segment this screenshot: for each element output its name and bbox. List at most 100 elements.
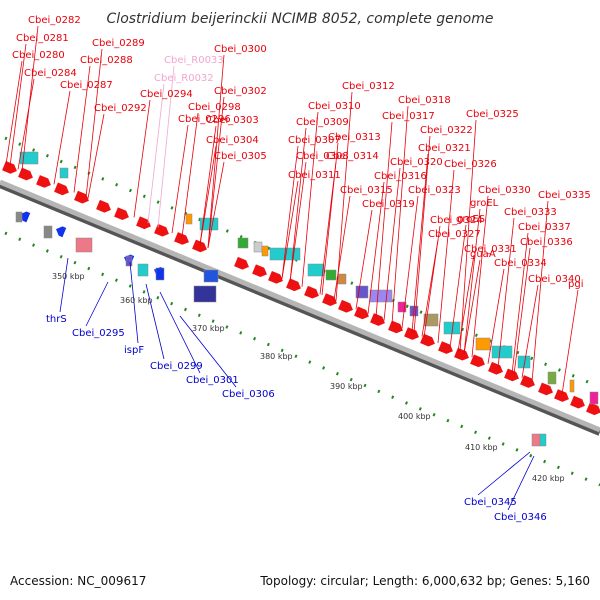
forward-gene-arrow (252, 264, 267, 278)
forward-gene-arrow (192, 239, 207, 253)
gene-label-connector (383, 167, 401, 321)
gene-label-connector (53, 90, 71, 185)
kbp-tick-350: 350 kbp (52, 272, 85, 281)
forward-gene-arrow (404, 327, 419, 340)
gene-labels: Cbei_0282Cbei_0281Cbei_0280Cbei_0284Cbei… (12, 15, 591, 523)
gene-label-cbei-0303: Cbei_0303 (206, 115, 259, 126)
gene-label-cbei-0319: Cbei_0319 (362, 199, 415, 210)
gene-label-connector (171, 124, 189, 234)
feature-box (75, 237, 93, 253)
forward-gene-arrow (96, 199, 111, 213)
forward-gene-arrow (18, 167, 33, 181)
gene-label-cbei-r0032: Cbei_R0032 (154, 73, 214, 84)
gene-label-guaa: guaA (470, 249, 496, 260)
forward-gene-arrow (554, 389, 569, 402)
gene-label-cbei-0323: Cbei_0323 (408, 185, 461, 196)
gene-label-cbei-0288: Cbei_0288 (80, 55, 133, 66)
gene-label-connector (207, 161, 225, 249)
gene-label-connector (507, 455, 535, 511)
gene-label-cbei-0300: Cbei_0300 (214, 44, 267, 55)
reverse-gene-arrow (20, 211, 31, 223)
gene-label-pgi: pgi (568, 279, 583, 290)
gene-label-connector (87, 113, 105, 199)
gene-label-cbei-0331: Cbei_0331 (464, 244, 517, 255)
forward-gene-arrow (354, 306, 369, 320)
gene-label-connector (463, 208, 481, 354)
forward-gene-arrow (74, 190, 89, 204)
kbp-tick-390: 390 kbp (330, 382, 363, 391)
feature-box (59, 167, 69, 179)
feature-box (125, 255, 133, 267)
gene-label-connector (133, 99, 151, 218)
forward-gene-arrow (338, 299, 353, 313)
gene-label-connector (531, 200, 549, 382)
gene-label-cbei-0320: Cbei_0320 (390, 157, 443, 168)
feature-box (337, 273, 347, 285)
gene-label-cbei-0346: Cbei_0346 (494, 512, 547, 523)
gene-label-cbei-0309: Cbei_0309 (296, 117, 349, 128)
gene-label-cbei-0304: Cbei_0304 (206, 135, 259, 146)
gene-label-connector (477, 451, 531, 496)
forward-gene-arrow (504, 368, 519, 382)
inner-dotted-track (4, 231, 600, 487)
gene-label-connector (391, 105, 409, 325)
label-connector-lines (5, 25, 579, 511)
feature-box (203, 269, 219, 283)
feature-box (137, 263, 149, 277)
feature-box (325, 269, 337, 281)
gene-label-connector (85, 48, 103, 198)
gene-label-cbei-0327: Cbei_0327 (428, 229, 481, 240)
gene-label-cbei-0295: Cbei_0295 (72, 328, 125, 339)
gene-label-connector (411, 153, 429, 333)
reverse-gene-arrow (56, 226, 67, 238)
gene-label-cbei-0299: Cbei_0299 (150, 361, 203, 372)
gene-label-cbei-0322: Cbei_0322 (420, 125, 473, 136)
gene-label-cbei-0321: Cbei_0321 (418, 143, 471, 154)
gene-label-connector (301, 111, 319, 287)
gene-label-connector (355, 209, 373, 310)
gene-label-connector (333, 195, 351, 301)
gene-label-cbei-0287: Cbei_0287 (60, 80, 113, 91)
gene-label-cbei-0335: Cbei_0335 (538, 190, 591, 201)
gene-label-connector (289, 161, 307, 282)
forward-gene-arrow (370, 313, 385, 326)
gene-label-cbei-0289: Cbei_0289 (92, 38, 145, 49)
feature-box (539, 433, 547, 447)
gene-label-ispf: ispF (124, 345, 144, 356)
forward-gene-arrow (234, 256, 249, 270)
forward-gene-arrow (520, 375, 535, 388)
forward-gene-arrow (174, 232, 189, 245)
genome-summary-text: Topology: circular; Length: 6,000,632 bp… (260, 574, 590, 588)
gene-label-connector (497, 217, 515, 368)
gene-label-connector (463, 259, 481, 354)
gene-label-cbei-0345: Cbei_0345 (464, 497, 517, 508)
kbp-tick-labels: 350 kbp 360 kbp 370 kbp 380 kbp 390 kbp 400 k… (52, 272, 565, 483)
gene-label-cbei-0282: Cbei_0282 (28, 15, 81, 26)
gene-label-connector (513, 247, 531, 375)
gene-label-connector (199, 145, 217, 245)
forward-gene-arrow (586, 402, 600, 416)
feature-box (369, 289, 393, 303)
gene-label-connector (9, 43, 27, 167)
gene-label-cbei-0302: Cbei_0302 (214, 86, 267, 97)
forward-strand-genes (2, 161, 600, 416)
feature-box (155, 267, 165, 281)
gene-label-connector (319, 161, 337, 295)
forward-gene-arrow (438, 341, 453, 354)
feature-box (397, 301, 407, 313)
gene-label-connector (289, 127, 307, 282)
gene-label-connector (73, 65, 91, 193)
gene-label-cbei-0306: Cbei_0306 (222, 389, 275, 400)
gene-label-connector (159, 291, 201, 374)
gene-label-connector (487, 268, 505, 364)
gene-label-cbei-0334: Cbei_0334 (494, 258, 547, 269)
gene-label-connector (207, 54, 225, 249)
kbp-tick-400: 400 kbp (398, 412, 431, 421)
kbp-tick-360: 360 kbp (120, 296, 153, 305)
forward-gene-arrow (538, 382, 553, 396)
gene-label-connector (401, 195, 419, 329)
feature-box (185, 213, 193, 225)
map-title: Clostridium beijerinckii NCIMB 8052, com… (107, 11, 494, 27)
gene-label-groes: groES (456, 214, 485, 225)
gene-label-connector (145, 283, 165, 360)
